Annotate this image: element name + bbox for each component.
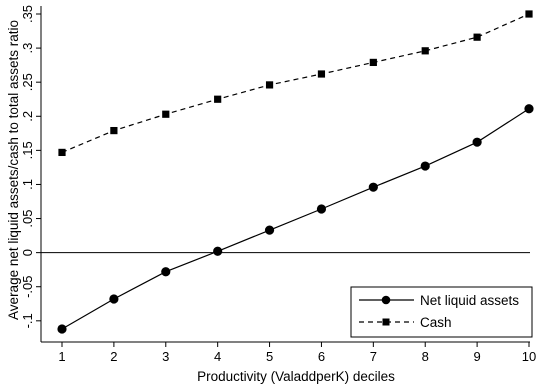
data-point-square bbox=[110, 126, 118, 135]
x-tick-label: 1 bbox=[58, 349, 65, 364]
data-point-square bbox=[317, 70, 326, 78]
data-point-square bbox=[162, 110, 170, 118]
y-tick-label: .05 bbox=[20, 210, 35, 228]
data-point-square bbox=[265, 81, 274, 89]
legend-marker-square bbox=[382, 318, 390, 326]
y-tick-label: .25 bbox=[20, 73, 35, 91]
series-line bbox=[61, 108, 530, 330]
data-point-circle bbox=[213, 246, 223, 256]
series-line bbox=[61, 13, 530, 153]
series-cash bbox=[58, 10, 533, 157]
data-point-circle bbox=[57, 324, 67, 334]
data-point-circle bbox=[524, 104, 534, 114]
x-tick-label: 8 bbox=[422, 349, 429, 364]
data-point-square bbox=[525, 10, 533, 18]
x-tick-label: 2 bbox=[110, 349, 117, 364]
data-point-circle bbox=[161, 267, 171, 277]
data-point-circle bbox=[420, 161, 430, 171]
data-point-square bbox=[214, 95, 222, 103]
data-point-circle bbox=[109, 294, 119, 304]
data-point-square bbox=[421, 47, 429, 55]
y-tick-label: .2 bbox=[20, 111, 35, 122]
y-tick-label: .1 bbox=[20, 179, 35, 190]
x-axis-title: Productivity (ValaddperK) deciles bbox=[197, 369, 395, 384]
data-point-circle bbox=[368, 182, 378, 192]
y-axis-title: Average net liquid assets/cash to total … bbox=[6, 20, 21, 320]
legend-marker-circle bbox=[381, 295, 391, 305]
x-tick-label: 9 bbox=[473, 349, 480, 364]
y-tick-label: -.05 bbox=[20, 276, 35, 298]
x-tick-label: 5 bbox=[266, 349, 273, 364]
data-point-circle bbox=[264, 225, 275, 235]
y-tick-label: .15 bbox=[20, 141, 35, 159]
data-point-square bbox=[369, 58, 377, 67]
legend: Net liquid assets Cash bbox=[350, 286, 533, 338]
y-tick-label: .3 bbox=[20, 43, 35, 54]
legend-box bbox=[350, 286, 533, 338]
legend-label-cash: Cash bbox=[420, 315, 452, 330]
series-layer bbox=[57, 10, 534, 334]
axes: -.1 -.05 0 .05 .1 .15 .2 .25 .3 .35 1 2 3 4 5 6 7 8 9 10 bbox=[20, 5, 536, 364]
data-point-square bbox=[58, 148, 66, 157]
x-tick-label: 3 bbox=[162, 349, 169, 364]
x-tick-label: 7 bbox=[370, 349, 377, 364]
y-tick-label: -.1 bbox=[20, 313, 35, 328]
data-point-circle bbox=[472, 137, 482, 147]
data-point-circle bbox=[316, 204, 327, 214]
data-point-square bbox=[473, 33, 481, 41]
y-tick-label: .35 bbox=[20, 5, 35, 23]
series-net-liquid-assets bbox=[57, 104, 534, 334]
x-tick-label: 10 bbox=[522, 349, 536, 364]
x-tick-label: 6 bbox=[318, 349, 325, 364]
legend-label-net-liquid-assets: Net liquid assets bbox=[420, 293, 519, 308]
x-tick-label: 4 bbox=[214, 349, 221, 364]
y-tick-label: 0 bbox=[20, 249, 35, 256]
